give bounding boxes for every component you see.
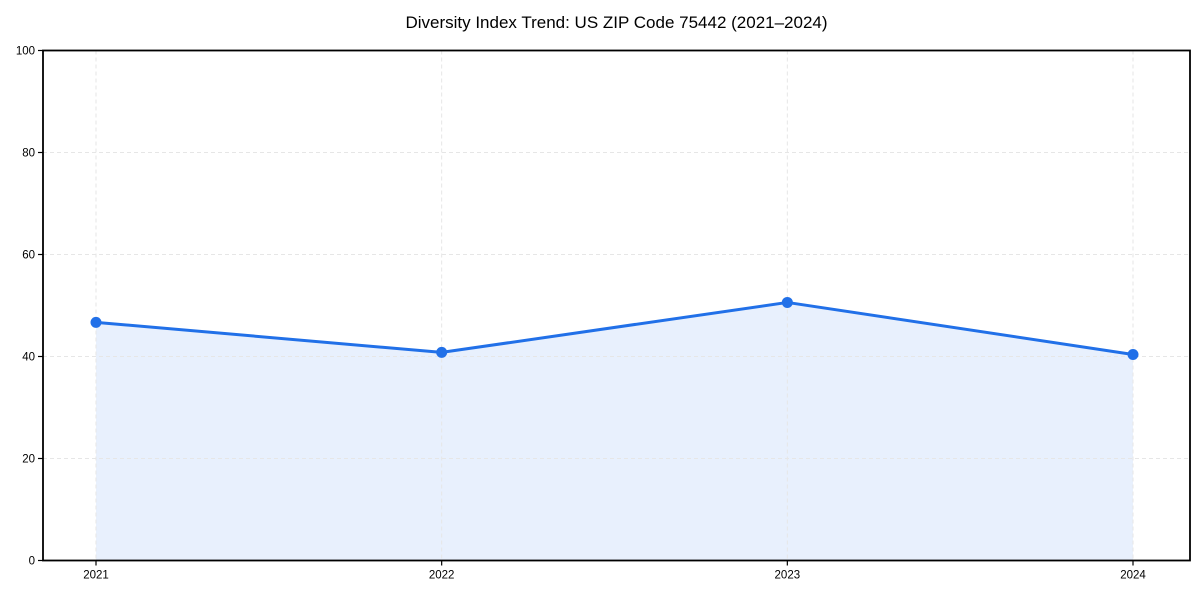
y-axis-tick-label: 80 [22, 148, 35, 160]
x-axis-tick-label: 2021 [83, 570, 109, 582]
data-point-marker [436, 346, 448, 358]
y-axis-tick-label: 0 [29, 556, 35, 568]
trend-line [94, 300, 1135, 356]
x-axis-tick-label: 2023 [775, 570, 801, 582]
x-axis-tick-label: 2024 [1120, 570, 1146, 582]
data-point-marker [1127, 348, 1139, 360]
y-axis-tick-label: 20 [22, 454, 35, 466]
y-axis-tick-label: 40 [22, 352, 35, 364]
area-fill [96, 302, 1133, 561]
data-point-marker [90, 316, 102, 328]
x-axis-tick-label: 2022 [429, 570, 455, 582]
plot-border [42, 49, 1191, 562]
chart-title: Diversity Index Trend: US ZIP Code 75442… [405, 13, 828, 32]
y-axis-tick-label: 60 [22, 250, 35, 262]
y-axis-tick-label: 100 [16, 46, 35, 58]
data-point-marker [781, 296, 793, 308]
